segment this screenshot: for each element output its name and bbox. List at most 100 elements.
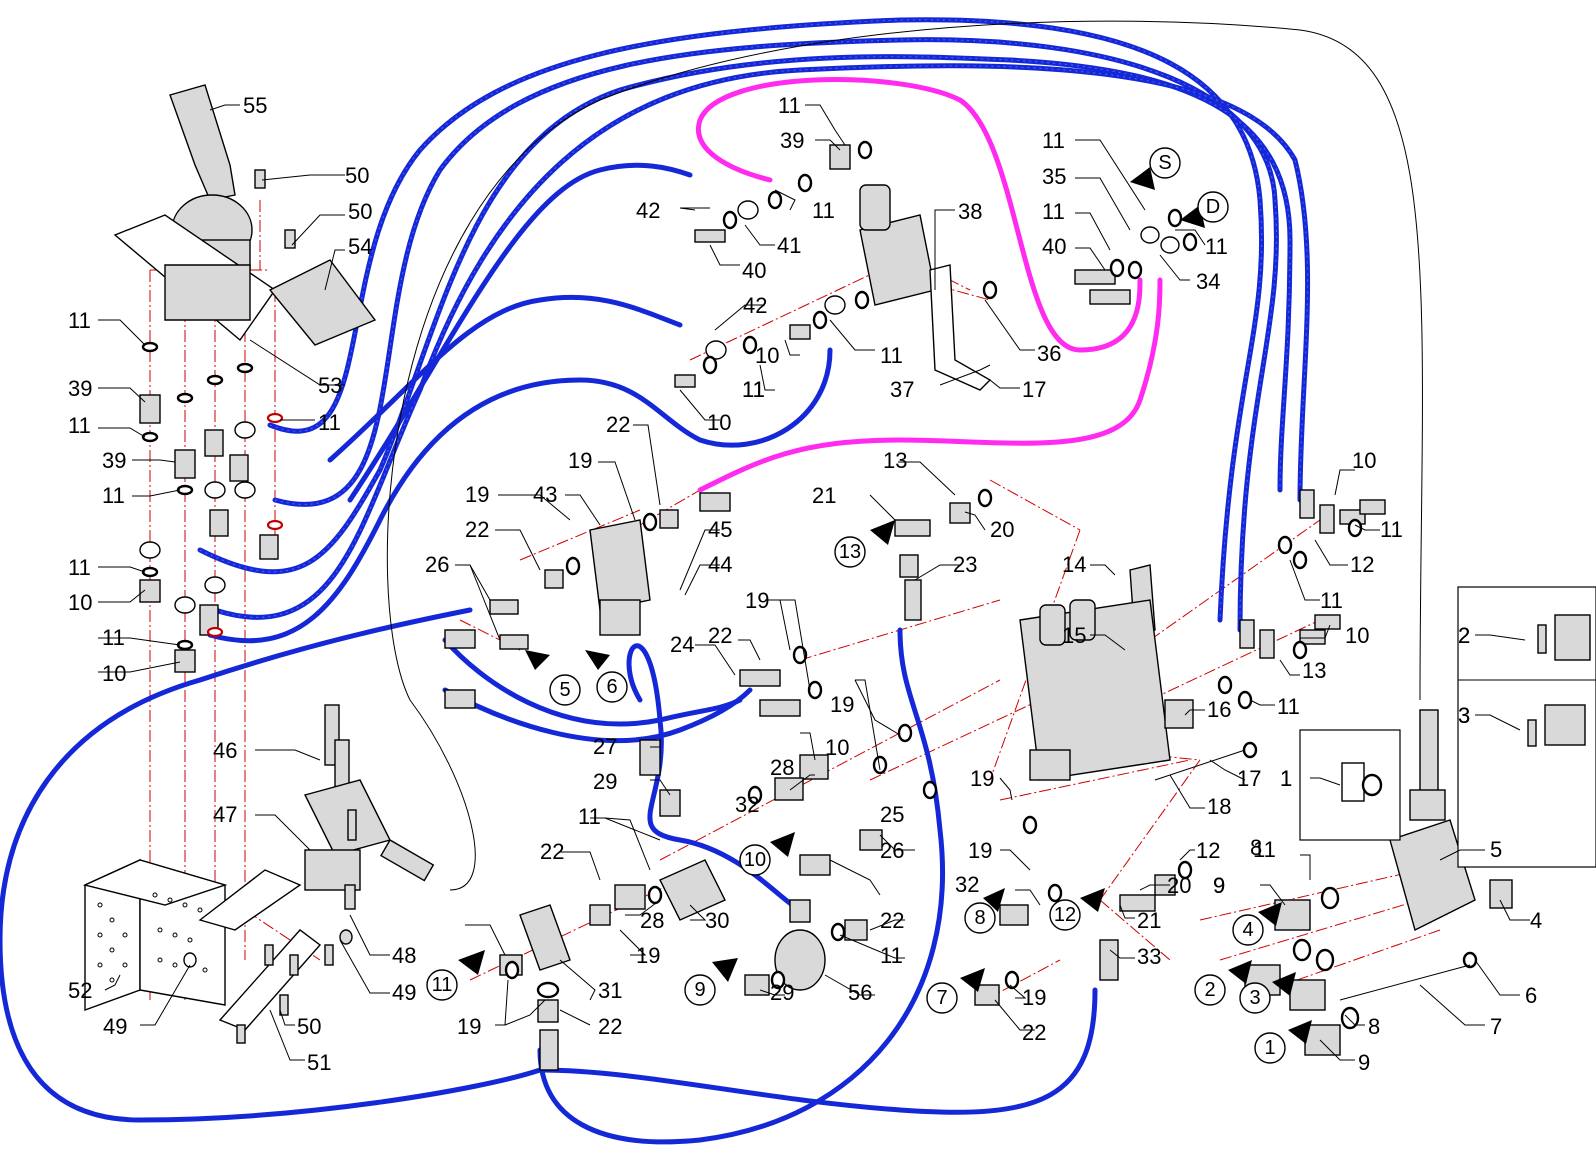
label-41: 41 (777, 233, 801, 258)
label-2-b: 2 (1458, 623, 1470, 648)
label-52: 52 (68, 978, 92, 1003)
port-markers: S D (1130, 147, 1229, 228)
label-25: 10 (825, 735, 849, 760)
label-17: 17 (1237, 766, 1261, 791)
circled-label-2: 2 (1204, 979, 1215, 1001)
label-9-b: 9 (1213, 873, 1225, 898)
parts (82, 84, 1596, 1071)
label-22: 22 (708, 623, 732, 648)
label-46: 46 (213, 738, 237, 763)
label-48: 48 (392, 943, 416, 968)
label-35: 35 (1042, 164, 1066, 189)
label-4: 4 (1530, 908, 1542, 933)
label-44: 44 (708, 552, 732, 577)
label-21: 21 (812, 483, 836, 508)
label-40: 40 (742, 258, 766, 283)
label-22: 22 (1022, 1020, 1046, 1045)
label-11: 11 (68, 308, 91, 333)
circled-label-11: 11 (432, 974, 453, 996)
label-7: 7 (1490, 1014, 1502, 1039)
label-22: 22 (598, 1014, 622, 1039)
label-31: 31 (598, 978, 622, 1003)
circled-label-5: 5 (559, 679, 570, 701)
label-19: 19 (970, 766, 994, 791)
label-21: 21 (1137, 908, 1161, 933)
label-43: 43 (533, 482, 557, 507)
circled-label-3: 3 (1249, 987, 1260, 1009)
label-17: 17 (1022, 377, 1046, 402)
label-50-a: 50 (345, 163, 369, 188)
port-marker-s: S (1158, 152, 1171, 174)
label-19: 19 (636, 943, 660, 968)
label-19: 19 (745, 588, 769, 613)
label-10: 10 (1352, 448, 1376, 473)
label-10: 10 (707, 410, 731, 435)
label-40: 40 (1042, 234, 1066, 259)
circled-label-9: 9 (694, 979, 705, 1001)
label-10: 10 (1345, 623, 1369, 648)
label-20: 20 (990, 517, 1014, 542)
label-39: 39 (68, 376, 92, 401)
part-labels: 55 50 50 54 11 39 11 39 11 11 10 11 10 5… (68, 93, 1542, 1075)
label-19: 13 (883, 448, 907, 473)
label-10: 10 (755, 343, 779, 368)
label-11: 11 (578, 804, 601, 829)
label-11: 11 (880, 943, 903, 968)
label-22: 22 (880, 908, 904, 933)
label-16: 16 (1207, 697, 1231, 722)
label-11: 11 (318, 410, 341, 435)
label-34: 34 (1196, 269, 1220, 294)
label-20: 20 (1167, 873, 1191, 898)
label-28: 28 (640, 908, 664, 933)
label-49: 49 (392, 980, 416, 1005)
label-47: 47 (213, 802, 237, 827)
label-10: 10 (102, 661, 126, 686)
label-12: 12 (1350, 552, 1374, 577)
label-30: 30 (705, 908, 729, 933)
label-11: 11 (742, 377, 765, 402)
label-39: 39 (780, 128, 804, 153)
circled-label-7: 7 (936, 987, 947, 1009)
label-22: 22 (465, 517, 489, 542)
label-26: 26 (425, 552, 449, 577)
label-13: 13 (1302, 658, 1326, 683)
circled-label-10: 10 (744, 849, 766, 871)
label-53: 53 (318, 373, 342, 398)
leader-lines (98, 104, 1530, 1061)
label-42: 42 (743, 293, 767, 318)
label-56: 56 (848, 980, 872, 1005)
label-9: 9 (1213, 873, 1225, 898)
circled-label-12: 12 (1054, 904, 1076, 926)
circled-markers: 11 9 13 10 8 12 7 4 2 3 1 5 (426, 520, 1312, 1064)
circled-label-4: 4 (1242, 919, 1253, 941)
circled-label-8: 8 (974, 907, 985, 929)
label-50-b: 50 (348, 199, 372, 224)
circled-label-13: 13 (839, 541, 861, 563)
label-11: 11 (1380, 517, 1403, 542)
label-14: 14 (1062, 552, 1086, 577)
label-29: 29 (593, 769, 617, 794)
label-25: 25 (880, 802, 904, 827)
label-19: 19 (830, 692, 854, 717)
label-2: 2 (1458, 623, 1470, 648)
label-3-b: 3 (1458, 703, 1470, 728)
label-28: 28 (770, 755, 794, 780)
label-19: 19 (457, 1014, 481, 1039)
label-8: 11 (1253, 837, 1276, 862)
label-18: 18 (1207, 794, 1231, 819)
label-42: 42 (636, 198, 660, 223)
label-9: 9 (1358, 1050, 1370, 1075)
label-55: 55 (243, 93, 267, 118)
label-49: 49 (103, 1014, 127, 1039)
label-22: 22 (540, 839, 564, 864)
label-27: 27 (593, 734, 617, 759)
label-36: 36 (1037, 341, 1061, 366)
label-38: 38 (958, 199, 982, 224)
circled-label-1: 1 (1264, 1037, 1275, 1059)
label-11: 11 (880, 343, 903, 368)
label-11: 11 (1205, 234, 1228, 259)
label-54: 54 (348, 234, 372, 259)
label-3: 3 (1458, 703, 1470, 728)
label-33: 33 (1137, 944, 1161, 969)
port-marker-d: D (1206, 196, 1220, 218)
